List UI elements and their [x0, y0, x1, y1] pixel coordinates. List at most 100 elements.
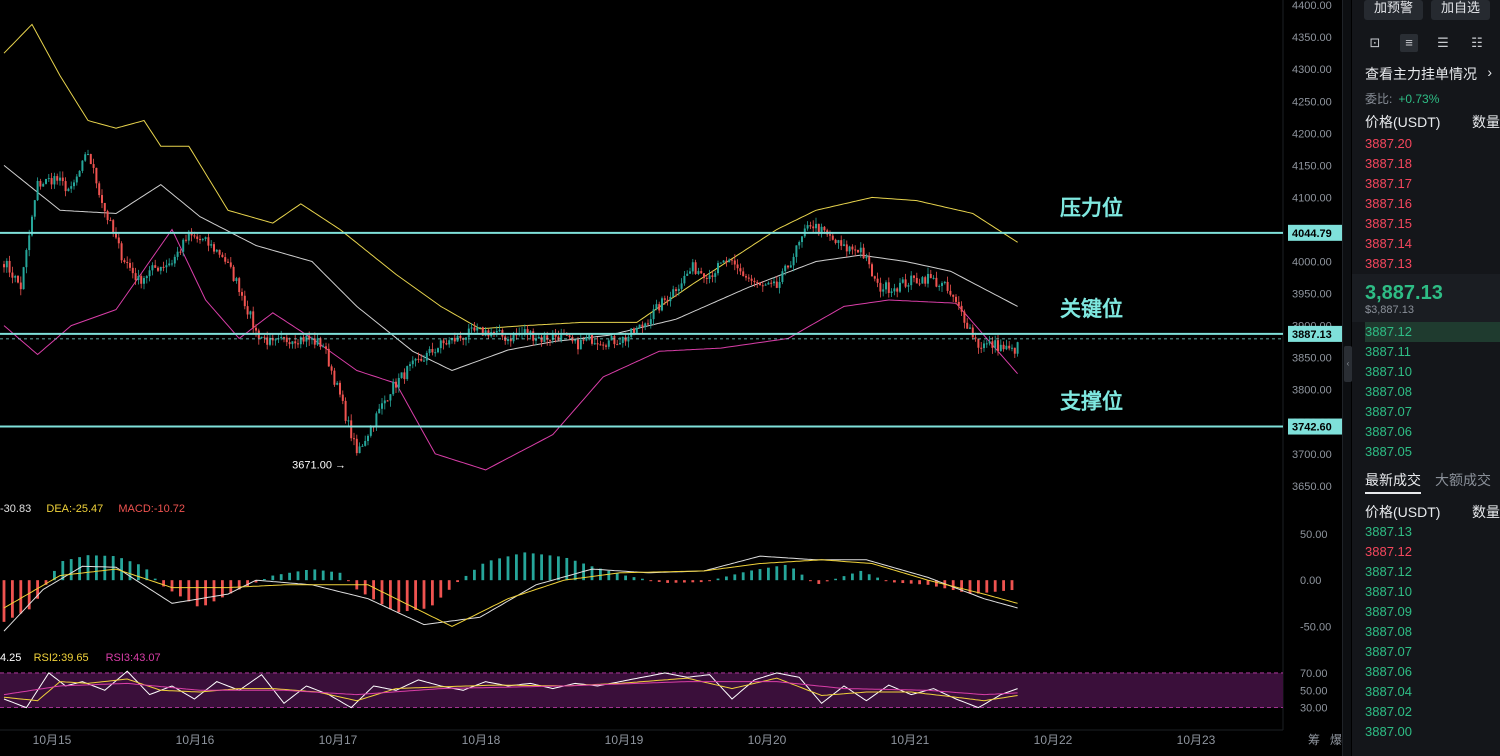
candle-body — [246, 306, 249, 315]
candle-body — [392, 381, 395, 395]
candle-body — [731, 259, 733, 261]
macd-bar — [61, 561, 65, 581]
candle-body — [350, 420, 353, 439]
level-label: 压力位 — [1060, 196, 1123, 220]
candle-body — [890, 291, 893, 293]
candle-body — [652, 309, 655, 320]
candle-body — [36, 180, 39, 201]
ask-row[interactable]: 3887.17 — [1365, 176, 1412, 191]
macd-bar — [397, 580, 401, 613]
macd-bar — [624, 575, 627, 581]
bid-row[interactable]: 3887.10 — [1365, 364, 1412, 379]
macd-bar — [792, 568, 795, 581]
macd-histogram-group — [2, 552, 1014, 622]
candle-body — [280, 336, 283, 339]
candle-body — [364, 441, 367, 446]
candle-body — [610, 335, 613, 341]
candle-body — [87, 154, 89, 156]
ask-row[interactable]: 3887.16 — [1365, 196, 1412, 211]
candle-body — [960, 305, 963, 312]
rsi-legend-item: RSI2:39.65 — [34, 652, 89, 664]
chip-distribution-button[interactable]: 筹 — [1308, 733, 1320, 747]
trade-row: 3887.06 — [1365, 664, 1412, 679]
candle-body — [437, 348, 439, 353]
both-sides-view-icon[interactable]: ⊡ — [1369, 35, 1381, 50]
candle-body — [739, 268, 742, 272]
asks-only-view-icon[interactable]: ☷ — [1471, 35, 1483, 50]
candle-body — [988, 341, 991, 344]
candle-body — [619, 342, 621, 345]
candle-body — [409, 364, 411, 367]
candle-body — [243, 295, 246, 307]
macd-bar — [884, 580, 888, 582]
candle-body — [238, 278, 241, 293]
candle-body — [199, 238, 201, 241]
candle-body — [680, 283, 683, 289]
candle-body — [325, 346, 327, 349]
macd-bar — [725, 576, 728, 581]
candle-body — [957, 301, 960, 306]
candle-body — [64, 181, 67, 192]
level-tag — [1288, 325, 1346, 342]
ask-row[interactable]: 3887.13 — [1365, 256, 1412, 271]
macd-bar — [851, 573, 854, 581]
depth-link[interactable]: 查看主力挂单情况 › — [1352, 56, 1500, 84]
macd-bar — [389, 580, 392, 610]
candle-body — [327, 348, 330, 367]
candle-body — [442, 340, 445, 344]
ask-row[interactable]: 3887.18 — [1365, 156, 1412, 171]
macd-bar — [221, 580, 224, 598]
add-favorite-button[interactable]: 加自选 — [1431, 0, 1491, 20]
macd-bar — [951, 580, 955, 591]
candle-body — [831, 235, 834, 240]
candle-body — [56, 176, 59, 181]
macd-bar — [464, 575, 468, 581]
candle-body — [801, 236, 803, 243]
bid-row[interactable]: 3887.11 — [1365, 344, 1412, 359]
candle-body — [806, 225, 809, 229]
candle-body — [229, 262, 232, 267]
candle-body — [644, 323, 647, 327]
candle-body — [817, 223, 820, 235]
collapse-handle-icon[interactable]: ‹ — [1344, 346, 1352, 382]
candle-body — [1005, 345, 1008, 350]
bid-row[interactable]: 3887.06 — [1365, 424, 1412, 439]
macd-bar — [296, 571, 300, 581]
add-alert-button[interactable]: 加预警 — [1364, 0, 1424, 20]
rsi-legend-item: RSI3:43.07 — [106, 652, 161, 664]
ask-row[interactable]: 3887.14 — [1365, 236, 1412, 251]
candle-body — [694, 262, 697, 274]
candle-body — [378, 408, 381, 414]
ask-row[interactable]: 3887.15 — [1365, 216, 1412, 231]
tab-large-trades[interactable]: 大额成交 — [1435, 472, 1491, 488]
bid-row[interactable]: 3887.07 — [1365, 404, 1412, 419]
candle-body — [767, 282, 770, 285]
candle-body — [179, 251, 182, 253]
ask-row[interactable]: 3887.20 — [1365, 136, 1412, 151]
split-view-icon[interactable]: ≡ — [1400, 34, 1418, 52]
tab-latest-trades[interactable]: 最新成交 — [1365, 470, 1421, 494]
candle-body — [736, 264, 739, 269]
candle-body — [498, 330, 501, 332]
candle-body — [434, 352, 437, 354]
bids-only-view-icon[interactable]: ☰ — [1437, 35, 1449, 50]
bid-row[interactable]: 3887.08 — [1365, 384, 1412, 399]
candle-body — [439, 340, 442, 349]
candle-body — [297, 343, 299, 345]
candle-body — [336, 382, 339, 385]
candle-body — [294, 341, 297, 344]
bid-row[interactable]: 3887.05 — [1365, 444, 1412, 459]
macd-bar — [960, 580, 963, 592]
candle-body — [411, 360, 414, 365]
macd-bar — [548, 555, 552, 581]
kline-chart[interactable]: 4400.00 4350.00 4300.00 4250.00 4200.00 4150.… — [0, 0, 1350, 756]
bid-row[interactable]: 3887.12 — [1365, 322, 1500, 342]
trade-qty-column-header: 数量 — [1472, 504, 1500, 520]
candle-body — [591, 334, 593, 344]
candle-body — [904, 279, 907, 287]
candle-body — [207, 237, 210, 246]
level-label: 关键位 — [1060, 297, 1123, 321]
liquidation-button[interactable]: 爆 — [1330, 733, 1342, 747]
x-tick-label: 10月20 — [748, 733, 787, 747]
candle-body — [117, 237, 120, 244]
